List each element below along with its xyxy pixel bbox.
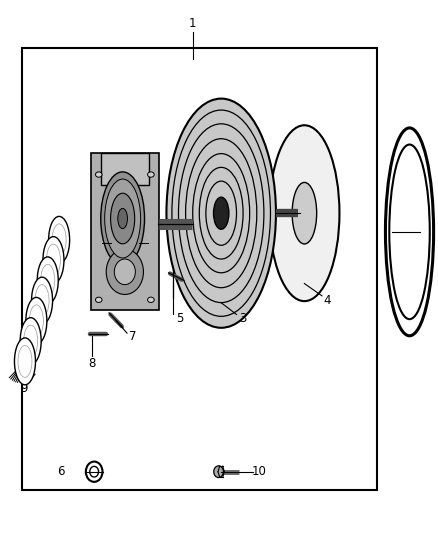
Ellipse shape <box>95 297 102 303</box>
Bar <box>101 154 149 185</box>
Text: 7: 7 <box>128 330 136 343</box>
Ellipse shape <box>118 208 127 229</box>
Ellipse shape <box>26 297 47 344</box>
Ellipse shape <box>213 197 229 229</box>
Text: 6: 6 <box>57 465 64 478</box>
Ellipse shape <box>43 237 64 284</box>
Ellipse shape <box>101 172 145 265</box>
Ellipse shape <box>106 249 143 295</box>
Ellipse shape <box>37 257 58 304</box>
Text: 2: 2 <box>423 225 431 238</box>
Ellipse shape <box>14 338 35 385</box>
Ellipse shape <box>86 462 102 482</box>
Ellipse shape <box>166 99 276 328</box>
Text: 8: 8 <box>88 357 95 370</box>
Ellipse shape <box>292 182 317 244</box>
Ellipse shape <box>95 172 102 177</box>
Text: 10: 10 <box>252 465 267 478</box>
Ellipse shape <box>20 318 41 365</box>
Text: 3: 3 <box>240 312 247 325</box>
Ellipse shape <box>389 144 430 319</box>
FancyBboxPatch shape <box>91 154 159 310</box>
Ellipse shape <box>105 179 141 258</box>
Bar <box>22 48 377 490</box>
Ellipse shape <box>90 466 99 477</box>
Ellipse shape <box>49 216 70 263</box>
Text: 9: 9 <box>20 382 28 394</box>
Ellipse shape <box>148 297 154 303</box>
Ellipse shape <box>32 277 53 324</box>
Ellipse shape <box>214 466 223 478</box>
Text: 4: 4 <box>324 294 332 306</box>
Text: 1: 1 <box>189 18 197 30</box>
Ellipse shape <box>114 259 135 285</box>
Text: 5: 5 <box>176 312 183 325</box>
Ellipse shape <box>110 193 134 244</box>
Ellipse shape <box>148 172 154 177</box>
Ellipse shape <box>269 125 339 301</box>
